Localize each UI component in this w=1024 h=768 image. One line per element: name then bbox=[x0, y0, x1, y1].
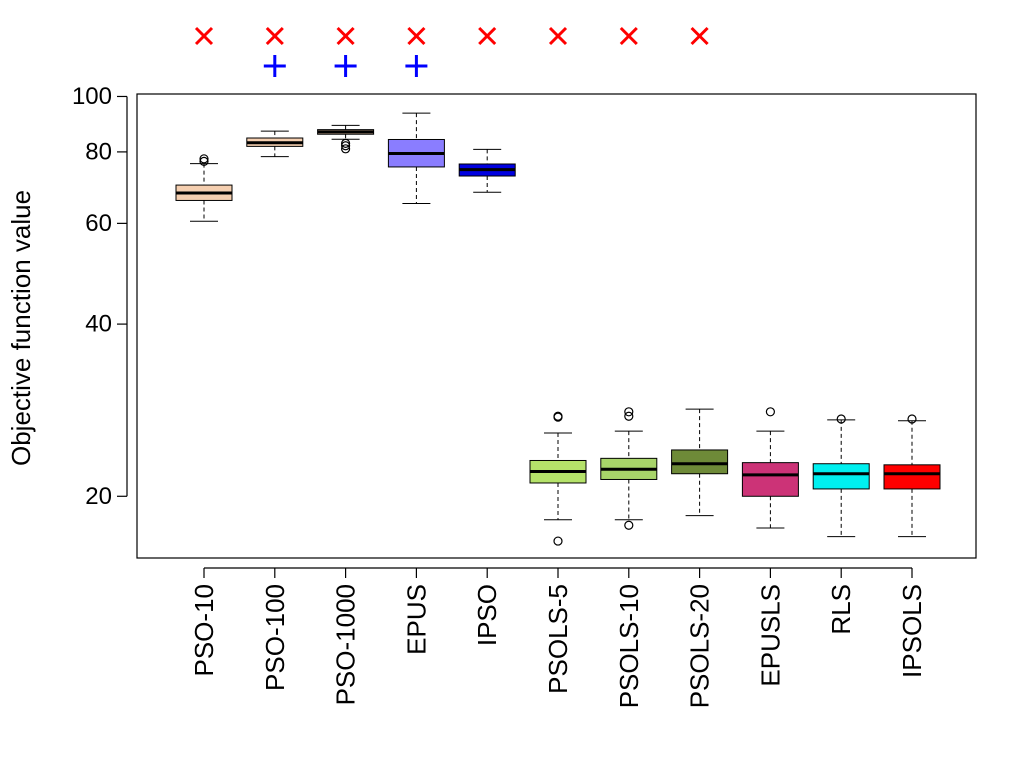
outlier-point bbox=[907, 414, 917, 424]
outlier-point bbox=[553, 536, 563, 546]
box-ipso bbox=[458, 148, 516, 193]
iqr-box bbox=[671, 449, 729, 475]
cross-marker bbox=[690, 26, 709, 46]
iqr-box bbox=[812, 463, 870, 490]
outlier-point bbox=[765, 407, 776, 417]
x-tick-label: PSO-1000 bbox=[331, 584, 361, 705]
box-epus bbox=[387, 112, 445, 204]
y-tick-label: 60 bbox=[85, 210, 112, 237]
box-psols-10 bbox=[600, 407, 658, 530]
plus-marker bbox=[334, 55, 357, 77]
box-psols-5 bbox=[529, 411, 587, 546]
iqr-box bbox=[883, 464, 941, 490]
cross-marker bbox=[548, 26, 568, 46]
cross-stroke bbox=[407, 26, 426, 46]
y-axis: 20 40 60 80 100 bbox=[72, 83, 128, 510]
x-tick-label: PSOLS-5 bbox=[543, 584, 573, 694]
x-tick-label: PSOLS-10 bbox=[614, 584, 644, 708]
x-tick-label: PSOLS-20 bbox=[685, 584, 715, 708]
cross-stroke bbox=[548, 26, 568, 46]
x-tick-label: IPSO bbox=[472, 584, 502, 646]
x-tick-label: RLS bbox=[826, 584, 856, 635]
cross-stroke bbox=[478, 26, 497, 46]
cross-stroke bbox=[265, 26, 284, 46]
outlier-point bbox=[836, 414, 846, 424]
box-pso-1000 bbox=[317, 124, 375, 154]
significance-markers bbox=[194, 26, 709, 77]
cross-stroke bbox=[690, 26, 709, 46]
box-psols-20 bbox=[671, 408, 729, 517]
box-epusls bbox=[741, 407, 799, 529]
cross-stroke bbox=[194, 26, 214, 46]
x-tick-label: EPUSLS bbox=[755, 584, 785, 687]
box-pso-10 bbox=[175, 154, 233, 222]
outlier-point bbox=[553, 411, 563, 421]
box-rls bbox=[812, 414, 870, 538]
x-tick-label: PSO-10 bbox=[189, 584, 219, 677]
plot-frame bbox=[136, 93, 977, 559]
cross-marker bbox=[336, 26, 355, 46]
outlier-point bbox=[624, 407, 634, 417]
cross-stroke bbox=[336, 26, 355, 46]
x-tick-label: PSO-100 bbox=[260, 584, 290, 691]
cross-marker bbox=[619, 26, 638, 46]
box-series bbox=[175, 112, 941, 546]
box-ipsols bbox=[883, 414, 941, 538]
y-axis-label: Objective function value bbox=[6, 190, 36, 466]
cross-marker bbox=[265, 26, 284, 46]
y-tick-label: 80 bbox=[85, 138, 112, 165]
cross-marker bbox=[478, 26, 497, 46]
plus-marker bbox=[405, 55, 428, 77]
y-tick-label: 40 bbox=[85, 311, 112, 338]
y-tick-label: 20 bbox=[85, 483, 112, 510]
iqr-box bbox=[741, 462, 799, 497]
outlier-point bbox=[341, 138, 351, 148]
box-pso-100 bbox=[246, 130, 304, 158]
x-tick-label: IPSOLS bbox=[897, 584, 927, 678]
x-axis: PSO-10 PSO-100 PSO-1000 EPUS IPSO PSOLS-5 PSOL… bbox=[189, 567, 927, 708]
cross-stroke bbox=[619, 26, 638, 46]
y-tick-label: 100 bbox=[72, 83, 112, 110]
cross-marker bbox=[407, 26, 426, 46]
plus-marker bbox=[263, 55, 286, 77]
cross-marker bbox=[194, 26, 214, 46]
x-tick-label: EPUS bbox=[401, 584, 431, 655]
outlier-point bbox=[199, 156, 209, 166]
outlier-point bbox=[624, 411, 634, 421]
outlier-point bbox=[624, 520, 634, 530]
outlier-point bbox=[341, 141, 351, 151]
outlier-point bbox=[199, 154, 209, 164]
outlier-point bbox=[341, 144, 351, 154]
